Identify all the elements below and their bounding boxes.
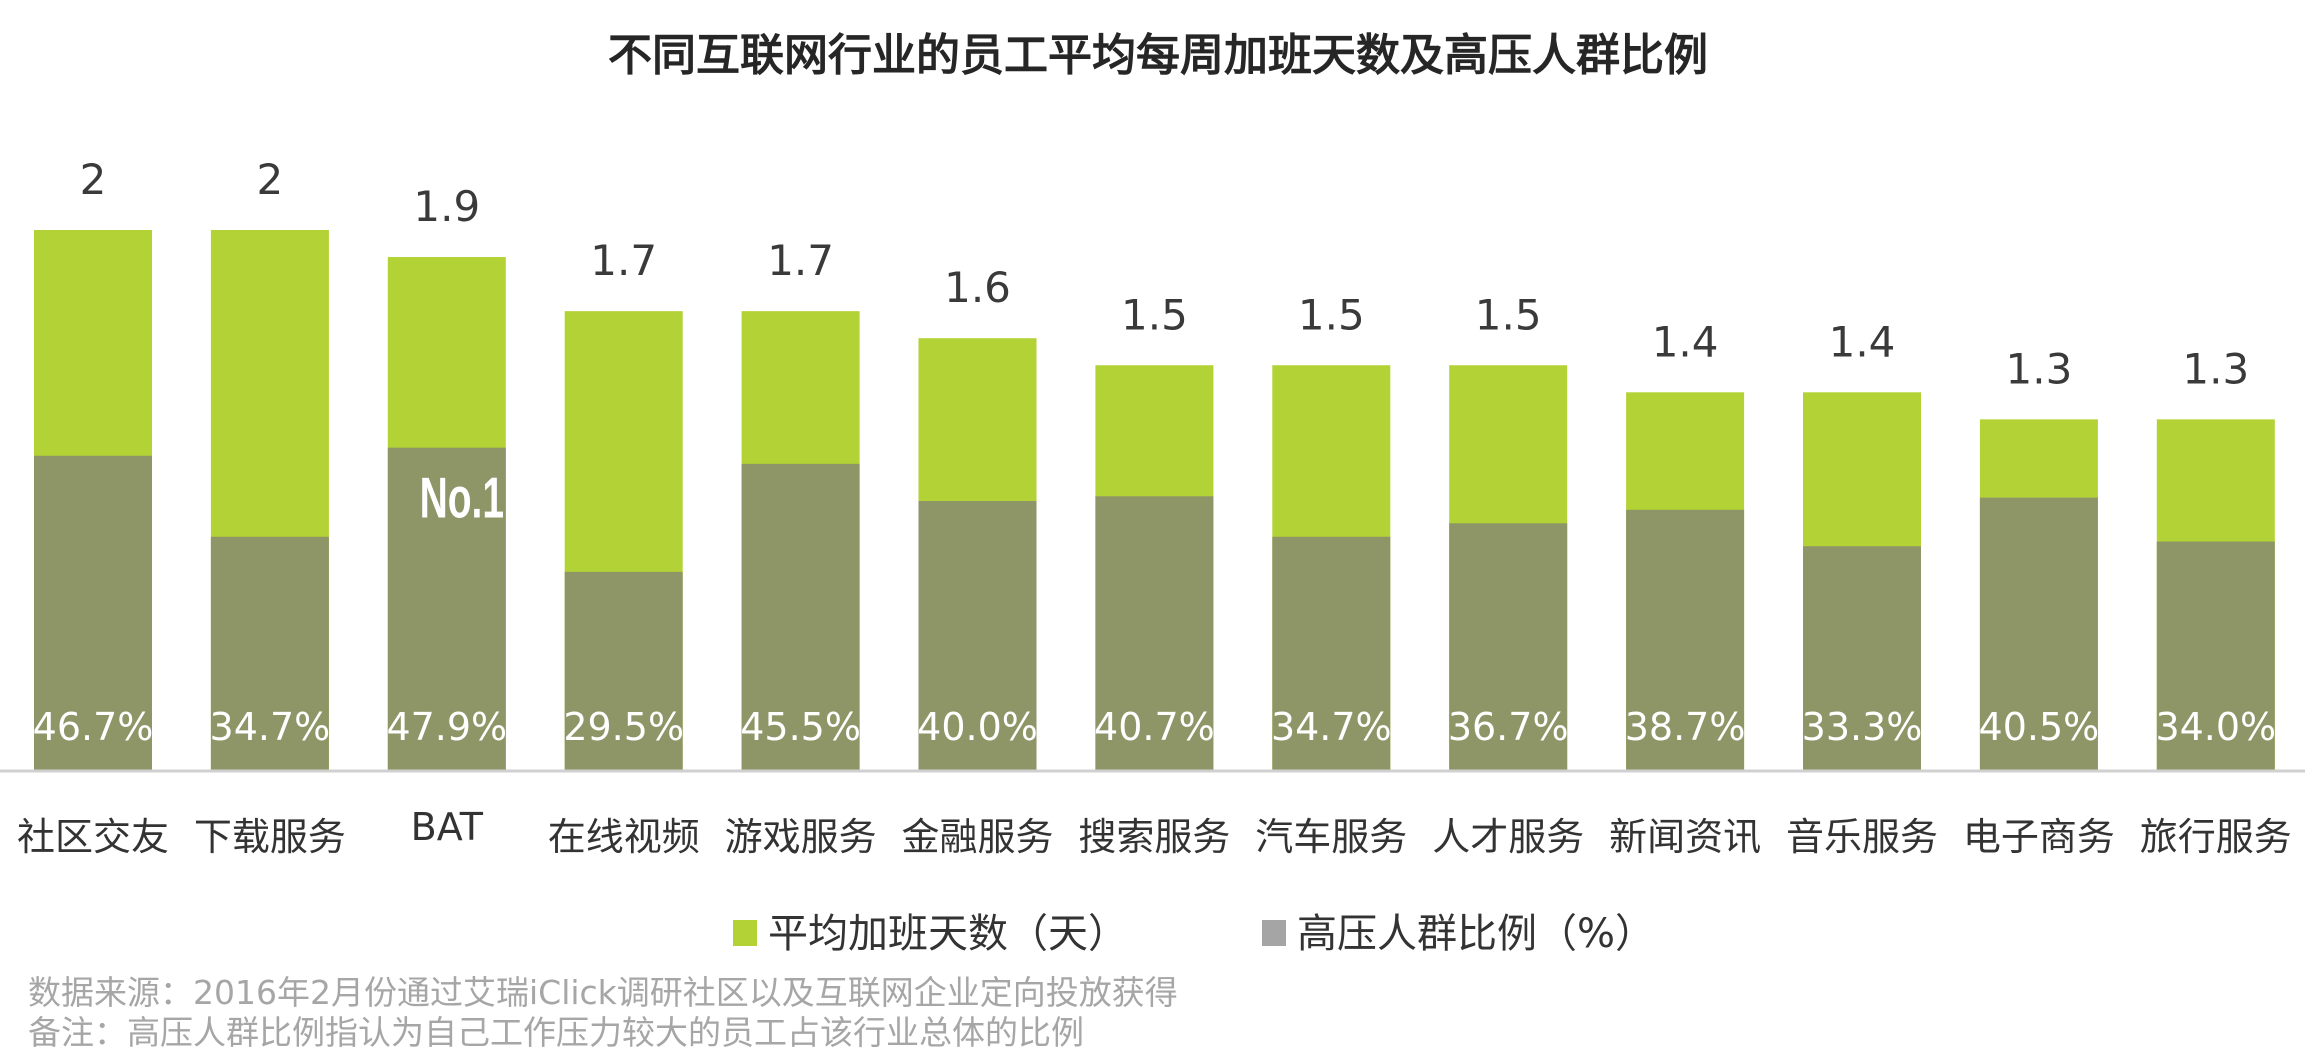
- legend-label-overtime-days: 平均加班天数（天）: [768, 911, 1128, 957]
- data-label-high-pressure: 40.0%: [917, 705, 1038, 749]
- data-label-overtime-days: 1.5: [1475, 290, 1542, 339]
- x-tick-label: 新闻资讯: [1609, 815, 1761, 859]
- bar-high-pressure: [210, 536, 329, 771]
- x-tick-label: 在线视频: [548, 815, 700, 859]
- data-label-overtime-days: 1.4: [1652, 317, 1719, 366]
- bar-high-pressure: [1626, 509, 1745, 771]
- bar-high-pressure: [2156, 541, 2275, 771]
- footnote-remark: 备注：高压人群比例指认为自己工作压力较大的员工占该行业总体的比例: [28, 1013, 1084, 1052]
- data-label-overtime-days: 2: [80, 155, 107, 204]
- data-label-high-pressure: 46.7%: [33, 705, 154, 749]
- x-tick-label: BAT: [411, 805, 484, 849]
- annotation-no1: No.1: [420, 467, 504, 530]
- data-label-overtime-days: 1.3: [2006, 344, 2073, 393]
- data-label-high-pressure: 40.5%: [1979, 705, 2100, 749]
- x-tick-label: 游戏服务: [725, 815, 877, 859]
- data-label-overtime-days: 1.5: [1121, 290, 1188, 339]
- x-tick-label: 音乐服务: [1786, 815, 1938, 859]
- data-label-high-pressure: 34.7%: [1271, 705, 1392, 749]
- bar-high-pressure: [564, 571, 683, 771]
- data-label-overtime-days: 1.7: [767, 236, 834, 285]
- data-label-overtime-days: 1.4: [1829, 317, 1896, 366]
- chart-title: 不同互联网行业的员工平均每周加班天数及高压人群比例: [608, 30, 1708, 81]
- bar-high-pressure: [1272, 536, 1391, 771]
- x-tick-label: 人才服务: [1432, 815, 1584, 859]
- data-label-overtime-days: 1.9: [413, 182, 480, 231]
- legend-swatch-high-pressure: [1262, 920, 1286, 946]
- data-label-overtime-days: 1.7: [590, 236, 657, 285]
- legend: 平均加班天数（天） 高压人群比例（%）: [733, 911, 1655, 957]
- x-tick-label: 汽车服务: [1255, 815, 1407, 859]
- data-label-overtime-days: 1.5: [1298, 290, 1365, 339]
- footnote-source: 数据来源：2016年2月份通过艾瑞iClick调研社区以及互联网企业定向投放获得: [28, 973, 1178, 1012]
- bar-high-pressure: [1803, 546, 1921, 771]
- bar-high-pressure: [1095, 496, 1214, 771]
- x-tick-label: 电子商务: [1963, 815, 2115, 859]
- x-tick-label: 金融服务: [901, 815, 1053, 859]
- data-label-high-pressure: 40.7%: [1094, 705, 1215, 749]
- x-tick-label: 旅行服务: [2140, 815, 2292, 859]
- bar-high-pressure: [1449, 523, 1568, 771]
- data-label-high-pressure: 47.9%: [386, 705, 507, 749]
- bar-high-pressure: [34, 455, 152, 771]
- data-label-high-pressure: 34.0%: [2155, 705, 2276, 749]
- x-tick-label: 搜索服务: [1078, 815, 1230, 859]
- data-label-high-pressure: 45.5%: [740, 705, 861, 749]
- bar-high-pressure: [918, 501, 1037, 771]
- data-label-high-pressure: 34.7%: [210, 705, 331, 749]
- legend-swatch-overtime-days: [733, 920, 757, 946]
- bar-high-pressure: [741, 463, 860, 771]
- data-label-high-pressure: 33.3%: [1802, 705, 1923, 749]
- x-tick-label: 下载服务: [194, 815, 346, 859]
- bar-high-pressure: [387, 447, 506, 771]
- data-label-high-pressure: 36.7%: [1448, 705, 1569, 749]
- x-tick-label: 社区交友: [17, 815, 169, 859]
- legend-label-high-pressure: 高压人群比例（%）: [1297, 911, 1655, 957]
- data-label-overtime-days: 2: [257, 155, 284, 204]
- data-label-overtime-days: 1.6: [944, 263, 1011, 312]
- data-label-high-pressure: 29.5%: [563, 705, 684, 749]
- data-label-high-pressure: 38.7%: [1625, 705, 1746, 749]
- bar-high-pressure: [1979, 497, 2098, 771]
- data-label-overtime-days: 1.3: [2182, 344, 2249, 393]
